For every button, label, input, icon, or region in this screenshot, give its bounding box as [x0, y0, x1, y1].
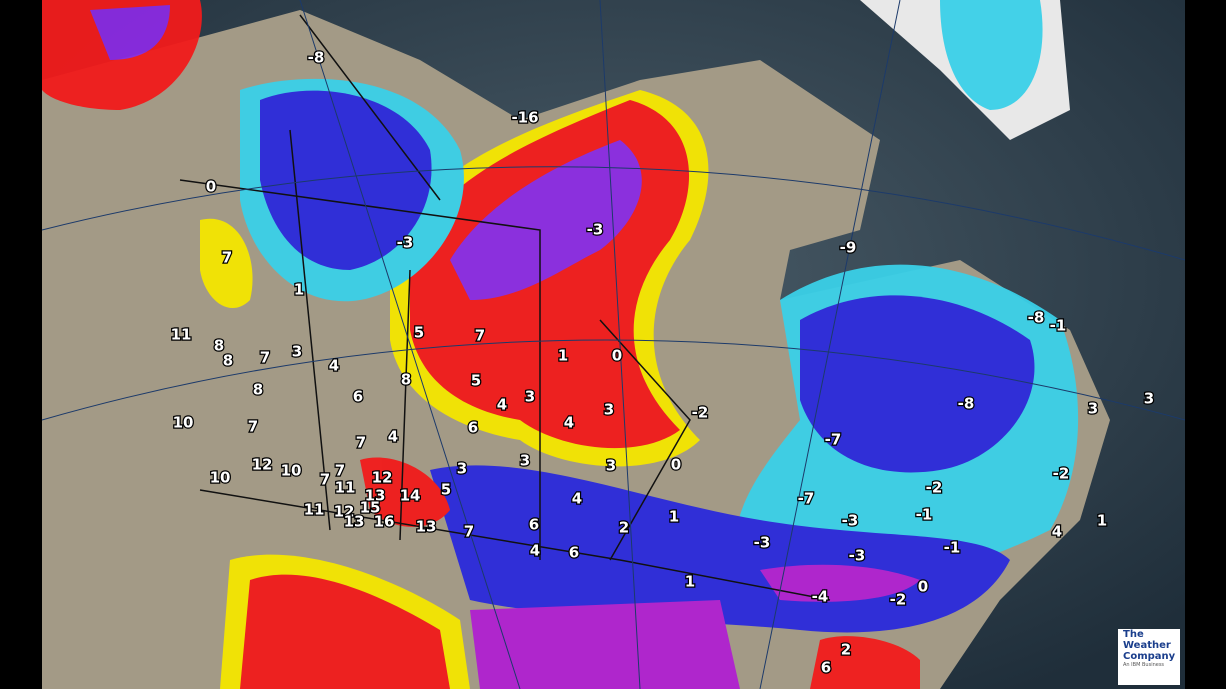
temperature-label: 4	[572, 490, 582, 508]
temperature-label: 14	[400, 487, 421, 505]
temperature-label: -16	[511, 109, 538, 127]
temperature-label: 10	[173, 414, 194, 432]
temperature-label: 7	[260, 349, 270, 367]
temperature-label: 7	[464, 523, 474, 541]
temperature-label: 4	[388, 428, 398, 446]
temperature-label: 5	[414, 324, 424, 342]
temperature-label: 15	[360, 499, 381, 517]
temperature-label: -3	[849, 547, 866, 565]
temperature-label: 3	[292, 343, 302, 361]
temperature-label: 8	[401, 371, 411, 389]
temperature-label: -7	[798, 490, 815, 508]
temperature-label: 8	[223, 352, 233, 370]
temperature-label: 4	[329, 357, 339, 375]
temperature-label: -3	[754, 534, 771, 552]
temperature-label: 2	[841, 641, 851, 659]
temperature-label: 7	[320, 471, 330, 489]
temperature-label: -3	[587, 221, 604, 239]
temperature-label: 0	[671, 456, 681, 474]
temperature-label: -1	[1050, 317, 1067, 335]
temperature-label: 4	[564, 414, 574, 432]
temperature-label: 1	[1097, 512, 1107, 530]
temperature-label: 7	[356, 434, 366, 452]
logo-tagline: An IBM Business	[1123, 662, 1165, 668]
temperature-label: 6	[821, 659, 831, 677]
temperature-label: 3	[525, 388, 535, 406]
temperature-label: 3	[457, 460, 467, 478]
logo-line: Company	[1123, 651, 1176, 662]
temperature-label: 1	[294, 281, 304, 299]
temperature-label: 5	[471, 372, 481, 390]
temperature-label: 11	[335, 479, 356, 497]
temperature-label: -3	[842, 512, 859, 530]
borders	[179, 14, 831, 601]
temperature-label: 8	[253, 381, 263, 399]
temperature-label: 4	[1052, 523, 1062, 541]
temperature-label: 1	[558, 347, 568, 365]
temperature-label: 6	[353, 388, 363, 406]
temperature-label: 0	[612, 347, 622, 365]
logo: The Weather Company An IBM Business	[1118, 629, 1180, 685]
temperature-label: -7	[825, 431, 842, 449]
temperature-label: 11	[304, 501, 325, 519]
temperature-label: 3	[1144, 390, 1154, 408]
temperature-label: 0	[206, 178, 216, 196]
temperature-label: -9	[840, 239, 857, 257]
temperature-label: 6	[569, 544, 579, 562]
temperature-label: 3	[520, 452, 530, 470]
temperature-label: 0	[918, 578, 928, 596]
temperature-label: -2	[890, 591, 907, 609]
temperature-label: -2	[926, 479, 943, 497]
temperature-label: 4	[497, 396, 507, 414]
temperature-label: 11	[171, 326, 192, 344]
temperature-label: -8	[1028, 309, 1045, 327]
temperature-label: 13	[365, 487, 386, 505]
temperature-label: 7	[475, 327, 485, 345]
temperature-label: 7	[222, 249, 232, 267]
temperature-label: -8	[958, 395, 975, 413]
temperature-label: 5	[441, 481, 451, 499]
temperature-label: 13	[416, 518, 437, 536]
temperature-label: -1	[944, 539, 961, 557]
temperature-label: 16	[374, 513, 395, 531]
temperature-label: 10	[210, 469, 231, 487]
temperature-label: 7	[248, 418, 258, 436]
logo-line: The	[1123, 629, 1144, 640]
temperature-label: -3	[397, 234, 414, 252]
temperature-label: 3	[1088, 400, 1098, 418]
temperature-label: 12	[252, 456, 273, 474]
temperature-label: -1	[916, 506, 933, 524]
temperature-label: 4	[530, 542, 540, 560]
temperature-label: 12	[334, 503, 355, 521]
temperature-label: 12	[372, 469, 393, 487]
temperature-label: 1	[685, 573, 695, 591]
temperature-label: 3	[604, 401, 614, 419]
temperature-label: 2	[619, 519, 629, 537]
temperature-label: -8	[308, 49, 325, 67]
temperature-shading	[42, 0, 1079, 689]
temperature-label: 6	[529, 516, 539, 534]
temperature-label: 1	[669, 508, 679, 526]
right-bar	[1185, 0, 1226, 689]
temperature-label: -2	[692, 404, 709, 422]
logo-line: Weather	[1123, 640, 1171, 651]
temperature-label: -4	[812, 588, 829, 606]
temperature-label: -2	[1053, 465, 1070, 483]
temperature-label: 13	[344, 513, 365, 531]
graticule	[41, 0, 1186, 689]
temperature-label: 6	[468, 419, 478, 437]
temperature-label: 10	[281, 462, 302, 480]
temperature-label: 8	[214, 337, 224, 355]
temperature-label: 3	[606, 457, 616, 475]
temperature-label: 7	[335, 462, 345, 480]
